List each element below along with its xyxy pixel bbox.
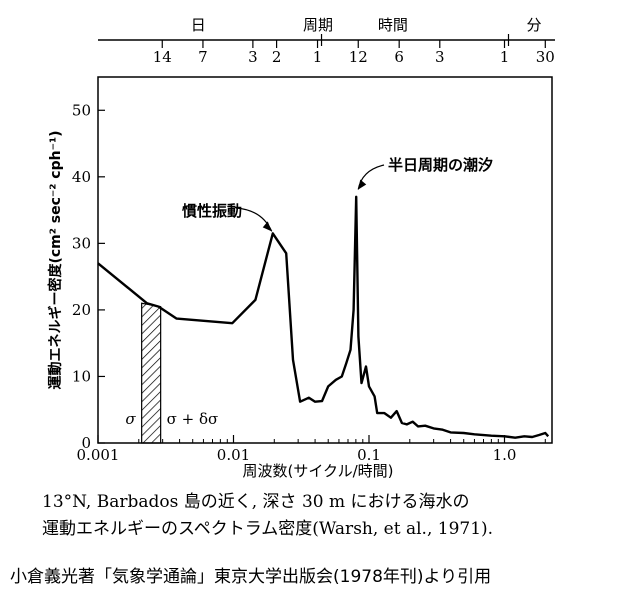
top-tick-label: 1: [313, 48, 323, 66]
x-tick-label: 0.001: [77, 446, 120, 464]
y-tick-label: 30: [72, 234, 91, 252]
annotations: 慣性振動 半日周期の潮汐: [182, 156, 493, 232]
y-tick-label: 20: [72, 301, 91, 319]
series: [97, 195, 550, 439]
inertial-oscillation-arrowhead: [262, 221, 272, 232]
semidiurnal-tide-arrowhead: [358, 179, 367, 190]
top-tick-label: 30: [536, 48, 555, 66]
top-tick-label: 14: [153, 48, 172, 66]
sigma-band-rect: [141, 302, 162, 444]
x-tick-label: 0.01: [217, 446, 250, 464]
y-axis-label: 運動エネルギー密度(cm² sec⁻² cph⁻¹): [47, 130, 64, 389]
y-tick-label: 0: [81, 434, 91, 452]
source-credit: 小倉義光著「気象学通論」東京大学出版会(1978年刊)より引用: [10, 567, 492, 587]
top-group-label: 日: [191, 16, 206, 34]
sigma-plus-label: σ + δσ: [167, 410, 219, 428]
x-axis-label: 周波数(サイクル/時間): [242, 462, 393, 480]
top-tick-label: 3: [248, 48, 258, 66]
top-tick-label: 1: [500, 48, 510, 66]
x-axis: 0.001 0.01 0.1 1.0: [77, 435, 546, 464]
top-period-axis: 14 7 3 2 1 12 6 3 1 30日 周期 時間分: [98, 16, 555, 66]
y-tick-label: 50: [72, 101, 91, 119]
top-group-label: 周期: [303, 16, 333, 34]
caption-line-2: 運動エネルギーのスペクトラム密度(Warsh, et al., 1971).: [42, 519, 494, 539]
y-axis: 0 10 20 30 40 50: [72, 101, 105, 452]
sigma-band: σ σ + δσ: [125, 302, 219, 444]
top-tick-label: 3: [435, 48, 445, 66]
top-group-label: 分: [526, 16, 541, 34]
caption-line-1: 13°N, Barbados 島の近く, 深さ 30 m における海水の: [42, 492, 470, 512]
x-tick-label: 0.1: [357, 446, 381, 464]
inertial-oscillation-label: 慣性振動: [182, 202, 242, 220]
top-tick-label: 6: [394, 48, 404, 66]
top-tick-label: 7: [198, 48, 208, 66]
plot-frame: [97, 76, 553, 444]
semidiurnal-tide-label: 半日周期の潮汐: [388, 156, 493, 174]
sigma-label: σ: [125, 410, 136, 428]
spectrum-line: [97, 195, 550, 439]
top-tick-label: 12: [349, 48, 368, 66]
top-tick-label: 2: [272, 48, 282, 66]
top-group-label: 時間: [378, 16, 408, 34]
y-tick-label: 10: [72, 367, 91, 385]
x-tick-label: 1.0: [493, 446, 517, 464]
y-tick-label: 40: [72, 168, 91, 186]
